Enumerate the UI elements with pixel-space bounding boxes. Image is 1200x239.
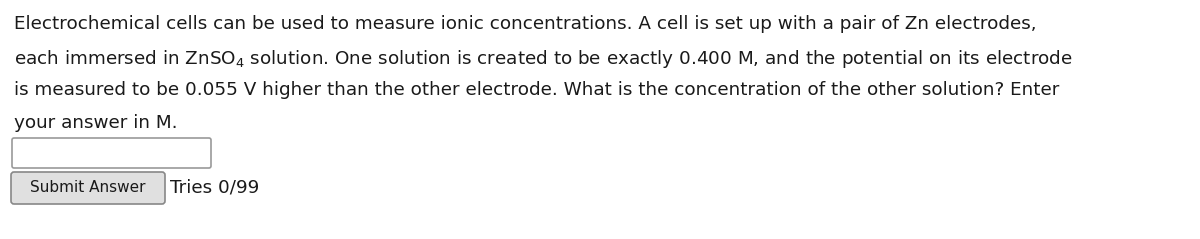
FancyBboxPatch shape [11, 172, 166, 204]
Text: Electrochemical cells can be used to measure ionic concentrations. A cell is set: Electrochemical cells can be used to mea… [14, 15, 1037, 33]
Text: is measured to be 0.055 V higher than the other electrode. What is the concentra: is measured to be 0.055 V higher than th… [14, 81, 1060, 99]
Text: each immersed in ZnSO$_4$ solution. One solution is created to be exactly 0.400 : each immersed in ZnSO$_4$ solution. One … [14, 48, 1073, 70]
Text: Tries 0/99: Tries 0/99 [170, 179, 259, 197]
Text: Submit Answer: Submit Answer [30, 180, 145, 196]
Text: your answer in M.: your answer in M. [14, 114, 178, 132]
FancyBboxPatch shape [12, 138, 211, 168]
